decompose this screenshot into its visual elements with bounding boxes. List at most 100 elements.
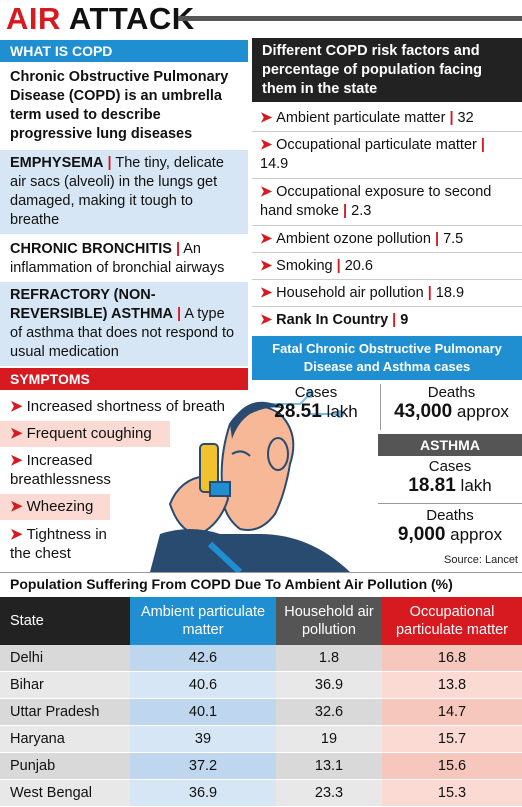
arrow-icon: ➤ (10, 425, 23, 442)
cell-occupational: 13.8 (382, 671, 522, 699)
type-name: REFRACTORY (NON-REVERSIBLE) ASTHMA (10, 287, 173, 322)
type-desc: The tiny, delicate air sacs (alveoli) in… (10, 155, 224, 228)
symptom-item: ➤ Tightness in the chest (0, 522, 130, 566)
risk-value: 20.6 (344, 258, 373, 274)
symptom-label: Increased breathlessness (10, 452, 111, 488)
risk-value: 32 (457, 110, 474, 126)
arrow-icon: ➤ (260, 184, 273, 200)
stat-number: 9,000 (397, 524, 446, 545)
cell-state: Haryana (0, 725, 130, 753)
arrow-icon: ➤ (10, 498, 23, 515)
stat-unit: approx (445, 525, 503, 544)
symptoms-heading: SYMPTOMS (0, 368, 248, 390)
table-row: Haryana 39 19 15.7 (0, 725, 522, 753)
table-row: Delhi 42.6 1.8 16.8 (0, 645, 522, 672)
divider (380, 384, 381, 430)
risk-value: 7.5 (443, 231, 464, 247)
stat-value: 18.81 lakh (378, 475, 522, 497)
type-desc: An inflammation of bronchial airways (10, 241, 225, 276)
cell-occupational: 14.7 (382, 698, 522, 726)
risk-value: 9 (400, 312, 409, 328)
risk-label: Occupational particulate matter (276, 137, 477, 153)
risk-item: ➤ Occupational exposure to second hand sm… (260, 184, 492, 219)
stat-label: Cases (428, 458, 472, 475)
divider (252, 131, 522, 132)
symptom-item: ➤ Increased shortness of breath (0, 394, 248, 420)
divider (378, 503, 522, 504)
fatal-cases-heading: Fatal Chronic Obstructive Pulmonary Dise… (252, 336, 522, 380)
risk-item-rank: ➤ Rank In Country | 9 (260, 312, 409, 328)
symptom-label: Frequent coughing (26, 425, 152, 442)
table-row: West Bengal 36.9 23.3 15.3 (0, 779, 522, 807)
column-header-ambient: Ambient particulate matter (130, 597, 276, 645)
risk-factors-heading: Different COPD risk factors and percenta… (252, 38, 522, 102)
cell-ambient: 42.6 (130, 645, 276, 672)
copd-heading: WHAT IS COPD (0, 40, 248, 62)
symptom-item: ➤ Increased breathlessness (0, 448, 140, 492)
stat-unit: lakh (455, 476, 492, 495)
cell-household: 1.8 (276, 645, 382, 672)
title-part-attack: ATTACK (60, 1, 195, 36)
cell-occupational: 16.8 (382, 645, 522, 672)
stat-number: 43,000 (394, 401, 453, 422)
table-title: Population Suffering From COPD Due To Am… (0, 572, 522, 598)
asthma-heading: ASTHMA (378, 434, 522, 456)
cell-ambient: 37.2 (130, 752, 276, 780)
risk-item: ➤ Ambient particulate matter | 32 (260, 110, 474, 126)
risk-label: Occupational exposure to second hand smo… (260, 184, 492, 219)
stat-value: 28.51 lakh (252, 401, 380, 423)
asthma-cases-stat: Cases 18.81 lakh (378, 456, 522, 504)
stat-unit: approx (452, 402, 509, 421)
cell-ambient: 39 (130, 725, 276, 753)
header-rule (178, 16, 522, 21)
copd-type-emphysema: EMPHYSEMA | The tiny, delicate air sacs … (0, 150, 248, 234)
cell-state: West Bengal (0, 779, 130, 807)
cell-occupational: 15.3 (382, 779, 522, 807)
cell-ambient: 36.9 (130, 779, 276, 807)
type-desc: A type of asthma that does not respond t… (10, 306, 235, 360)
copd-type-asthma: REFRACTORY (NON-REVERSIBLE) ASTHMA | A t… (0, 282, 248, 366)
title-part-air: AIR (6, 1, 61, 36)
stat-label: Deaths (426, 507, 474, 524)
type-name: CHRONIC BRONCHITIS (10, 241, 172, 257)
source-note: Source: Lancet (444, 554, 518, 566)
cell-state: Delhi (0, 645, 130, 672)
copd-deaths-stat: Deaths 43,000 approx (381, 380, 522, 432)
stat-value: 9,000 approx (378, 524, 522, 546)
cell-state: Punjab (0, 752, 130, 780)
type-name: EMPHYSEMA (10, 155, 104, 171)
cell-household: 19 (276, 725, 382, 753)
divider (252, 279, 522, 280)
stat-number: 28.51 (274, 401, 322, 422)
symptom-item: ➤ Wheezing (0, 494, 110, 520)
copd-state-table: State Ambient particulate matter Househo… (0, 597, 522, 807)
symptom-label: Increased shortness of breath (26, 398, 226, 415)
header: AIR ATTACK (0, 0, 522, 38)
page-title: AIR ATTACK (6, 2, 195, 36)
arrow-icon: ➤ (10, 526, 23, 543)
column-header-state: State (0, 597, 130, 645)
divider (252, 178, 522, 179)
cell-household: 32.6 (276, 698, 382, 726)
cell-occupational: 15.7 (382, 725, 522, 753)
stat-unit: lakh (321, 402, 358, 421)
arrow-icon: ➤ (260, 110, 273, 126)
cell-state: Bihar (0, 671, 130, 699)
cell-ambient: 40.6 (130, 671, 276, 699)
arrow-icon: ➤ (10, 398, 23, 415)
risk-item: ➤ Ambient ozone pollution | 7.5 (260, 231, 464, 247)
table-row: Punjab 37.2 13.1 15.6 (0, 752, 522, 780)
copd-cases-stat: Cases 28.51 lakh (252, 380, 380, 432)
cell-household: 36.9 (276, 671, 382, 699)
cell-occupational: 15.6 (382, 752, 522, 780)
risk-item: ➤ Occupational particulate matter | 14.9 (260, 137, 485, 172)
risk-label: Rank In Country (276, 312, 389, 328)
column-header-household: Household air pollution (276, 597, 382, 645)
table-row: Uttar Pradesh 40.1 32.6 14.7 (0, 698, 522, 726)
stat-label: Deaths (427, 384, 476, 401)
table-header-row: State Ambient particulate matter Househo… (0, 597, 522, 645)
asthma-deaths-stat: Deaths 9,000 approx (378, 505, 522, 553)
stat-label: Cases (294, 384, 338, 401)
copd-definition: Chronic Obstructive Pulmonary Disease (C… (10, 69, 229, 142)
symptom-label: Wheezing (26, 498, 94, 515)
